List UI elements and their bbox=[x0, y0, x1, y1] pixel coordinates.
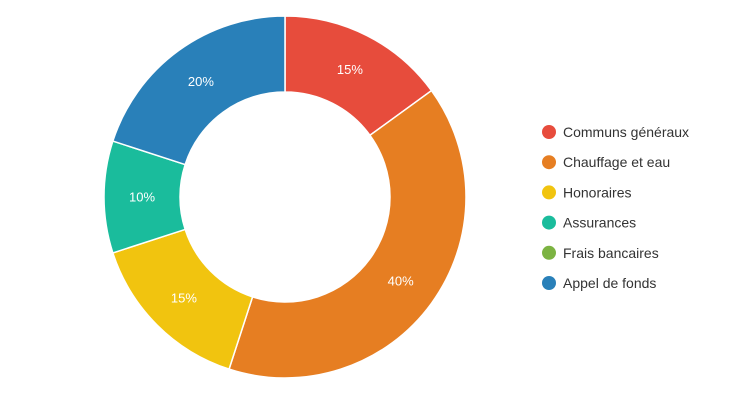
legend-label-communs-generaux: Communs généraux bbox=[563, 124, 689, 140]
legend-swatch-assurances bbox=[542, 215, 556, 230]
legend-item-assurances[interactable]: Assurances bbox=[542, 215, 636, 231]
donut-slices bbox=[103, 15, 467, 379]
legend-item-appel-de-fonds[interactable]: Appel de fonds bbox=[542, 275, 656, 291]
donut-slice-labels: 15% 40% 15% 10% 20% bbox=[129, 62, 414, 306]
legend-item-communs-generaux[interactable]: Communs généraux bbox=[542, 124, 689, 140]
legend-label-assurances: Assurances bbox=[563, 215, 636, 231]
slice-label-communs-generaux: 15% bbox=[337, 62, 363, 77]
legend-item-honoraires[interactable]: Honoraires bbox=[542, 184, 631, 200]
legend-label-chauffage-et-eau: Chauffage et eau bbox=[563, 154, 670, 170]
legend-swatch-appel-de-fonds bbox=[542, 276, 556, 290]
slice-label-appel-de-fonds: 20% bbox=[188, 74, 214, 89]
legend-swatch-communs-generaux bbox=[542, 125, 556, 139]
legend-label-honoraires: Honoraires bbox=[563, 184, 631, 200]
legend-item-chauffage-et-eau[interactable]: Chauffage et eau bbox=[542, 154, 670, 170]
chart-legend: Communs généraux Chauffage et eau Honorair… bbox=[542, 124, 689, 291]
slice-label-assurances: 10% bbox=[129, 190, 155, 205]
slice-label-honoraires: 15% bbox=[171, 291, 197, 306]
legend-label-appel-de-fonds: Appel de fonds bbox=[563, 275, 656, 291]
legend-swatch-frais-bancaires bbox=[542, 245, 556, 260]
slice-appel-de-fonds[interactable] bbox=[111, 15, 286, 166]
legend-label-frais-bancaires: Frais bancaires bbox=[563, 245, 659, 261]
slice-chauffage-et-eau[interactable] bbox=[228, 89, 467, 379]
legend-swatch-chauffage-et-eau bbox=[542, 155, 556, 170]
legend-item-frais-bancaires[interactable]: Frais bancaires bbox=[542, 245, 659, 261]
legend-swatch-honoraires bbox=[542, 185, 556, 200]
slice-label-chauffage-et-eau: 40% bbox=[388, 274, 414, 289]
